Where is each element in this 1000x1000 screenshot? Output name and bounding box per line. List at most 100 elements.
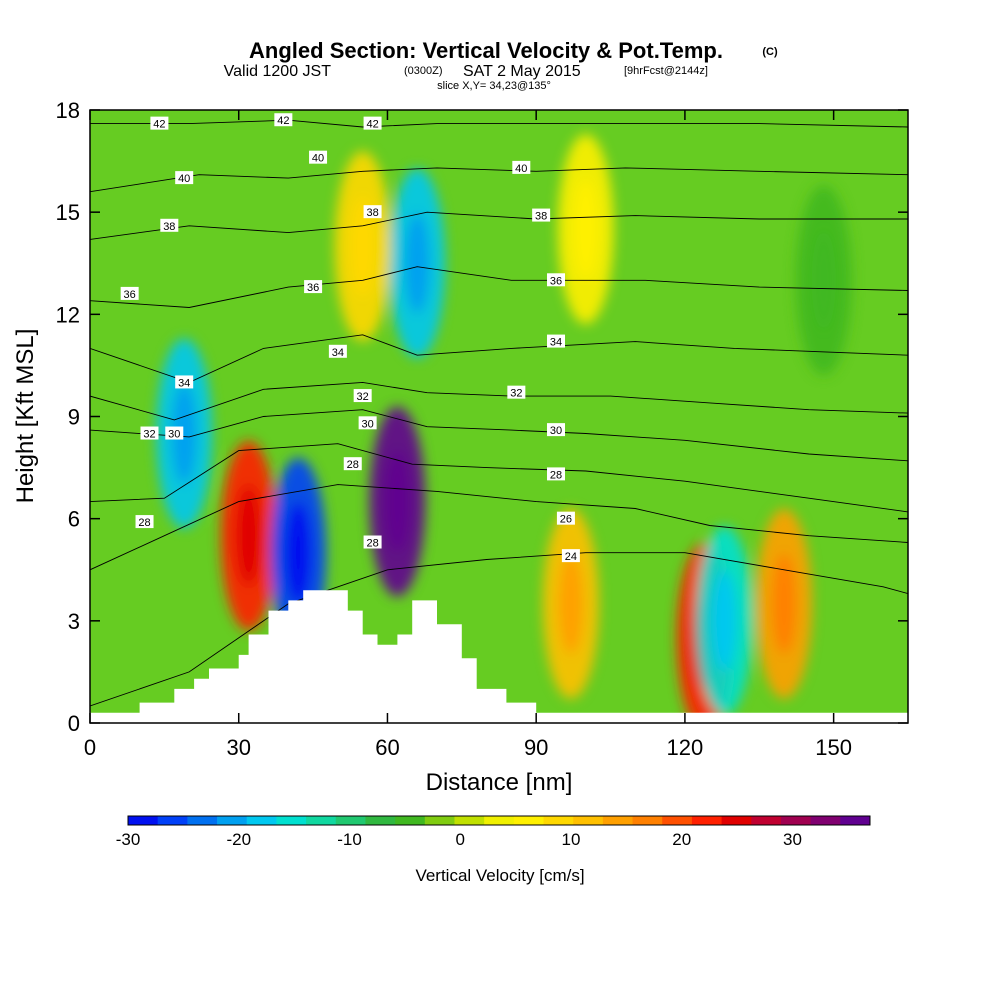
velocity-core xyxy=(405,213,430,314)
contour-label-text: 30 xyxy=(168,429,180,441)
colorbar-swatch xyxy=(128,816,159,825)
velocity-core xyxy=(573,179,598,280)
valid-utc: (0300Z) xyxy=(404,65,443,77)
isentrope-32 xyxy=(90,381,908,421)
colorbar-swatch xyxy=(187,816,218,825)
colorbar-swatch xyxy=(424,816,455,825)
colorbar-swatch xyxy=(246,816,277,825)
colorbar-swatch xyxy=(513,816,545,825)
contour-label: 38 xyxy=(160,218,179,233)
colorbar-tick-label: 20 xyxy=(672,830,691,849)
x-tick-label: 90 xyxy=(524,735,548,760)
colorbar-swatch xyxy=(632,816,663,825)
colorbar-frame xyxy=(127,815,871,826)
colorbar-swatch xyxy=(276,816,307,825)
x-tick-label: 150 xyxy=(815,735,852,760)
contour-label-text: 36 xyxy=(124,289,136,301)
contour-label-text: 34 xyxy=(178,377,190,389)
contour-label-text: 28 xyxy=(347,459,359,471)
isentropes xyxy=(90,119,908,707)
colorbar-swatch xyxy=(721,816,752,825)
y-tick-label: 0 xyxy=(68,711,80,736)
contour-label: 40 xyxy=(512,160,531,175)
contour-label: 30 xyxy=(358,416,377,430)
contour-label: 32 xyxy=(353,389,372,403)
velocity-core xyxy=(286,502,311,603)
copyright-mark: (C) xyxy=(762,46,778,58)
colorbar-swatch xyxy=(780,816,812,825)
contour-label: 36 xyxy=(547,273,566,287)
contour-label-text: 40 xyxy=(178,173,190,185)
contour-label: 30 xyxy=(547,423,566,437)
isentrope-42 xyxy=(90,119,908,128)
colorbar-swatch xyxy=(573,816,604,825)
contour-label: 34 xyxy=(328,344,347,359)
contour-label: 42 xyxy=(363,116,382,131)
contour-label: 30 xyxy=(165,426,184,441)
colorbar-tick-label: -10 xyxy=(337,830,362,849)
x-tick-label: 0 xyxy=(84,735,96,760)
contour-label-text: 38 xyxy=(535,211,547,223)
contour-label: 38 xyxy=(363,205,382,219)
isentrope-24 xyxy=(90,552,908,707)
contour-label: 36 xyxy=(120,286,139,301)
x-axis-label: Distance [nm] xyxy=(426,769,573,796)
velocity-core xyxy=(811,230,836,331)
contour-label: 34 xyxy=(547,334,566,349)
colorbar-tick-label: -30 xyxy=(116,830,141,849)
colorbar-tick-label: 10 xyxy=(562,830,581,849)
y-axis-label: Height [Kft MSL] xyxy=(12,329,39,504)
colorbar-title: Vertical Velocity [cm/s] xyxy=(415,866,584,885)
contour-label-text: 30 xyxy=(361,418,373,430)
colorbar-swatch xyxy=(454,816,485,825)
contour-label-text: 42 xyxy=(277,115,289,127)
velocity-core xyxy=(385,451,410,552)
colorbar-swatch xyxy=(335,816,366,825)
contour-label-text: 28 xyxy=(138,517,150,529)
colorbar-swatch xyxy=(157,816,188,825)
contour-label: 40 xyxy=(309,150,328,165)
colorbar-swatch xyxy=(395,816,426,825)
isentrope-26 xyxy=(90,484,908,571)
colorbar-swatch xyxy=(662,816,693,825)
velocity-field xyxy=(90,110,908,723)
contour-label-text: 28 xyxy=(366,538,378,550)
velocity-core xyxy=(772,553,797,654)
colorbar-swatch xyxy=(543,816,574,825)
colorbar-swatch xyxy=(602,816,634,825)
y-tick-label: 15 xyxy=(56,200,80,225)
colorbar-tick-label: 30 xyxy=(783,830,802,849)
colorbar-swatch xyxy=(691,816,723,825)
contour-label: 34 xyxy=(175,375,194,389)
contour-labels: 42 42 42 40 40 40 38 38 38 36 36 36 34 34 34 32 32 32 30 30… xyxy=(120,113,580,563)
y-tick-label: 18 xyxy=(56,98,80,123)
contour-label: 38 xyxy=(532,208,551,223)
contour-label: 28 xyxy=(135,515,154,529)
velocity-core xyxy=(172,383,197,484)
valid-date: SAT 2 May 2015 xyxy=(463,63,581,80)
colorbar-swatch xyxy=(751,816,782,825)
velocity-core xyxy=(712,570,737,671)
forecast-info: [9hrFcst@2144z] xyxy=(624,65,708,77)
isentrope-36 xyxy=(90,266,908,308)
velocity-core xyxy=(558,553,583,654)
contour-label: 42 xyxy=(150,116,169,131)
contour-label: 28 xyxy=(363,535,382,550)
isentrope-30 xyxy=(90,409,908,462)
colorbar-swatch xyxy=(840,816,871,825)
contour-label: 24 xyxy=(561,549,580,563)
contour-label-text: 32 xyxy=(143,429,155,441)
contour-label-text: 38 xyxy=(163,221,175,233)
contour-label-text: 32 xyxy=(357,391,369,403)
colorbar-swatch xyxy=(306,816,337,825)
x-tick-label: 60 xyxy=(375,735,399,760)
isentrope-38 xyxy=(90,211,908,240)
y-tick-label: 6 xyxy=(68,507,80,532)
isentrope-28 xyxy=(90,443,908,513)
contour-label-text: 32 xyxy=(510,388,522,400)
colorbar-swatch xyxy=(217,816,248,825)
velocity-core xyxy=(236,485,261,586)
contour-label-text: 42 xyxy=(366,119,378,131)
